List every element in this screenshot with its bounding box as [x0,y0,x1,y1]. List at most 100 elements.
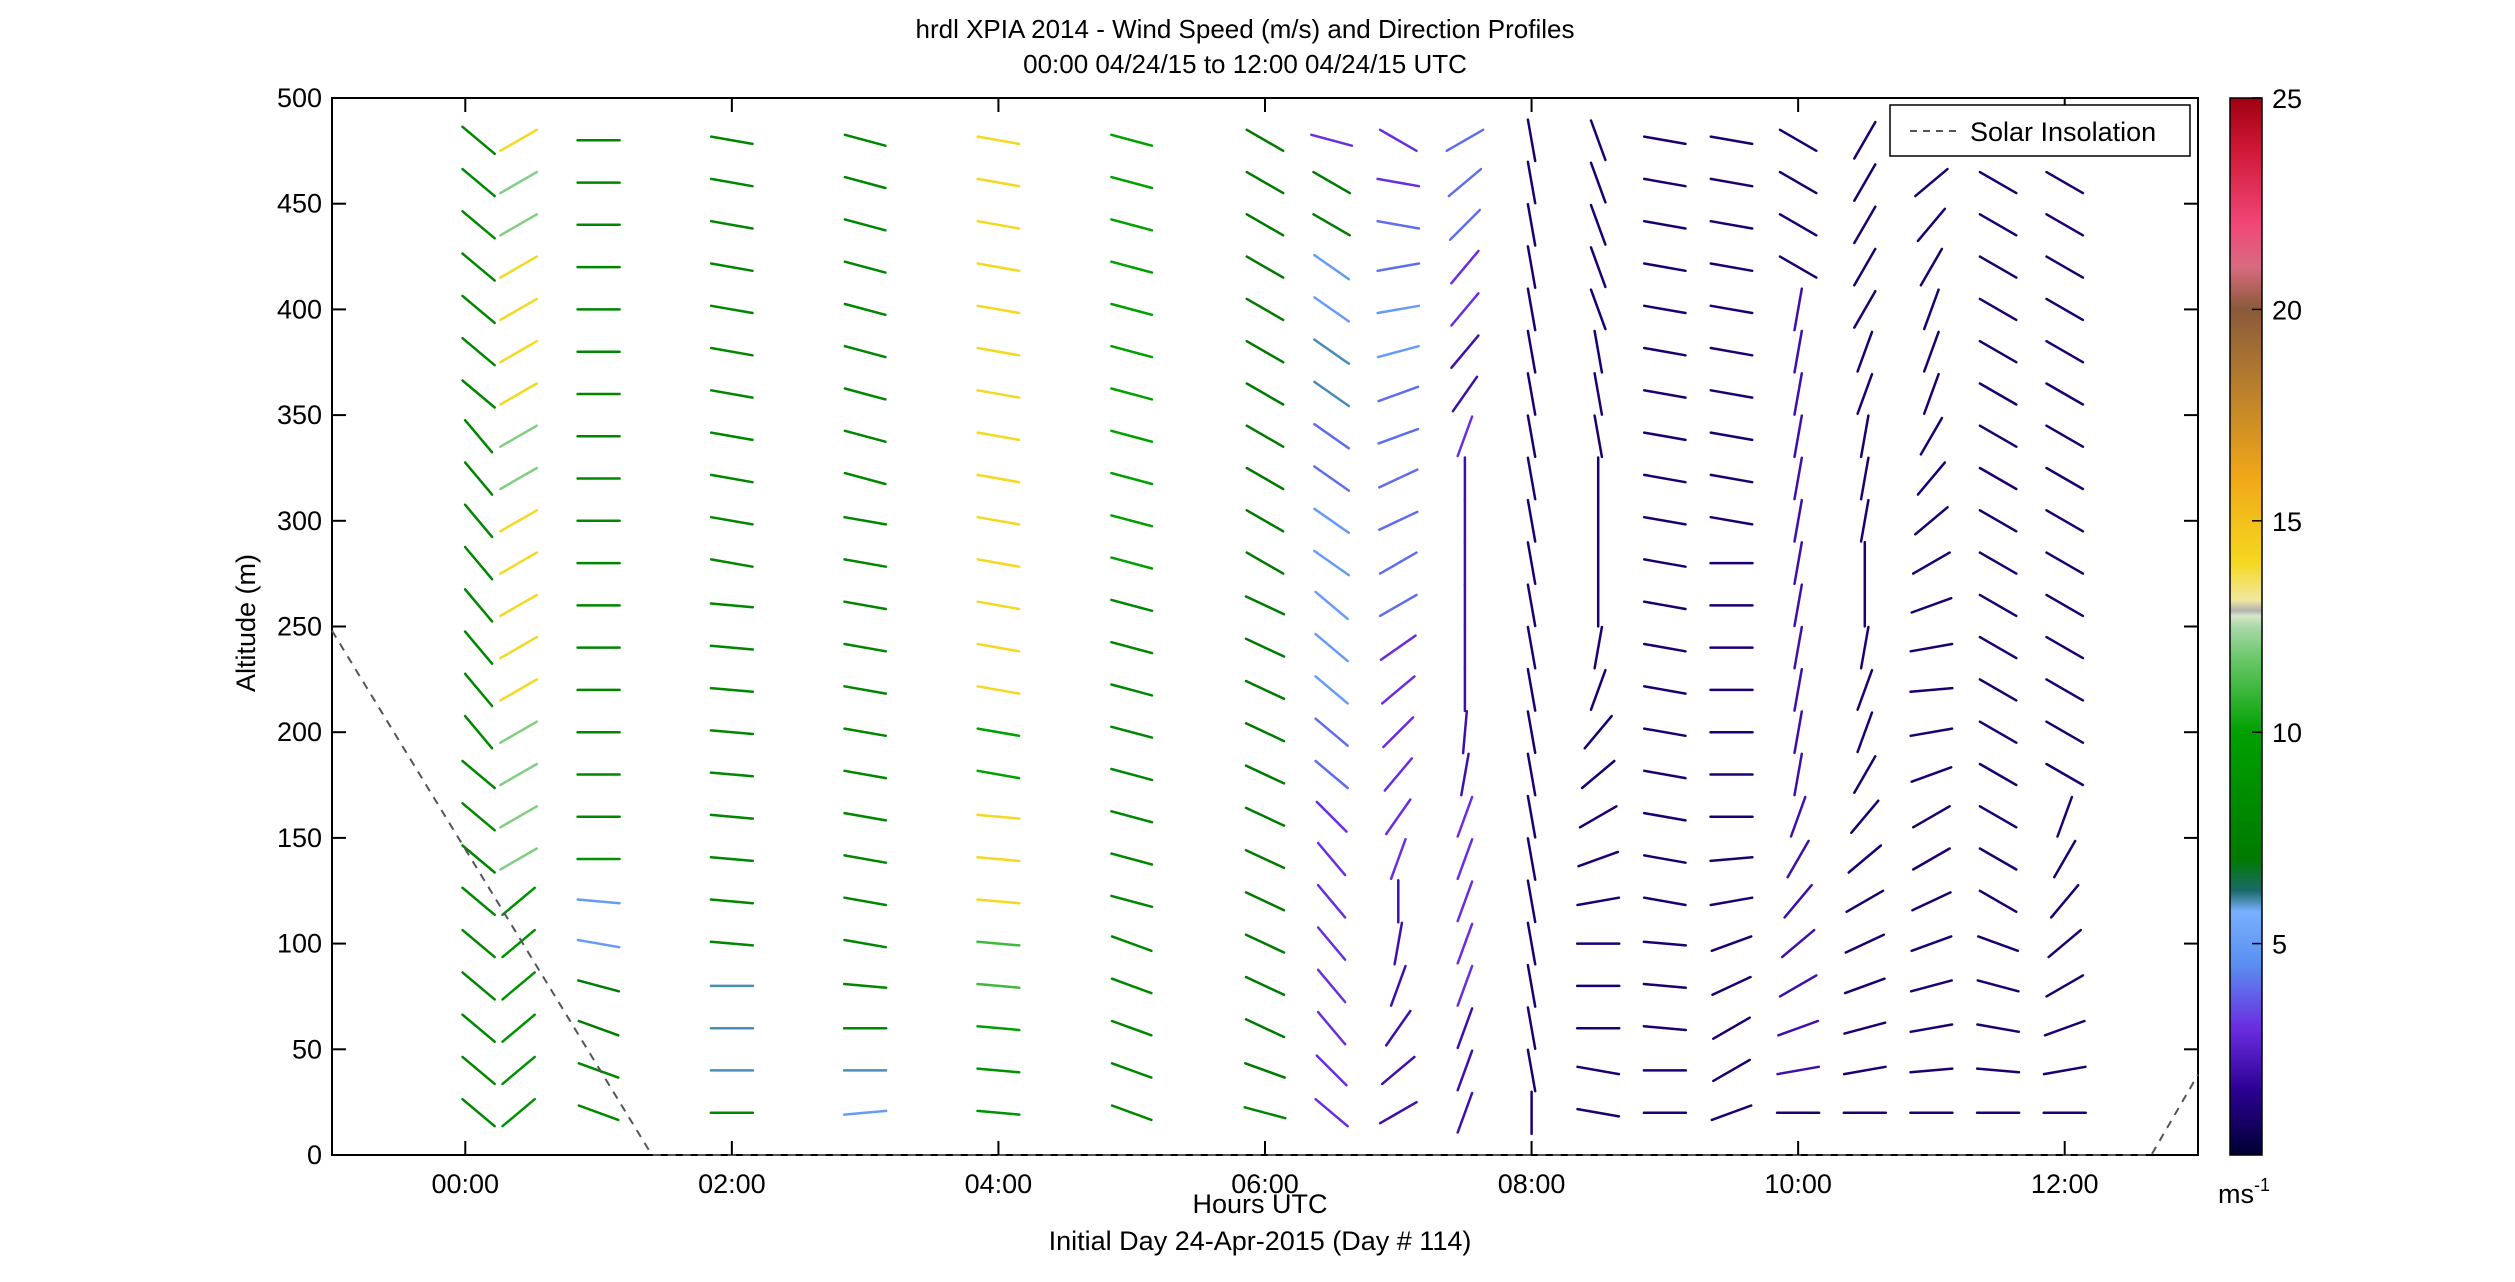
wind-vector [577,1019,620,1037]
y-tick-label: 350 [277,400,322,430]
wind-vector [709,389,754,399]
wind-vector [1526,710,1537,755]
wind-vector [1378,593,1418,618]
chart-title: hrdl XPIA 2014 - Wind Speed (m/s) and Di… [916,14,1575,44]
wind-vector [501,928,536,959]
wind-vector [1978,593,2018,618]
wind-vector [1709,896,1754,907]
y-axis-label: Altitude (m) [231,554,261,692]
wind-vector [1978,339,2018,364]
wind-vector [1245,382,1285,406]
wind-vector [1526,372,1537,416]
wind-vector [1445,128,1485,153]
wind-vector [499,170,539,195]
wind-vector [1313,507,1351,535]
wind-vector [1859,456,1870,501]
wind-vector [843,133,887,147]
wind-vector [1850,799,1880,835]
wind-vector [1526,329,1537,374]
wind-vector [499,551,539,575]
wind-vector [1919,247,1944,287]
wind-vector [1910,766,1953,783]
wind-vector [1709,177,1754,188]
wind-vector [976,685,1021,695]
wind-vector [842,1109,888,1116]
wind-vector [1911,805,1951,829]
wind-vector [1110,429,1154,443]
wind-vector [1642,515,1687,526]
wind-vector [1709,304,1754,315]
y-tick-label: 150 [277,823,322,853]
wind-vector [499,805,539,829]
wind-vector [1376,344,1420,359]
wind-vector [1110,1062,1153,1079]
wind-vector [1919,416,1944,456]
wind-vector [1593,372,1604,416]
wind-vector [709,515,754,526]
wind-vector [1378,128,1418,153]
wind-vector [1244,679,1286,701]
wind-vector [1709,219,1754,230]
wind-vector [501,1055,536,1086]
wind-vector [463,588,494,623]
wind-vector [1578,805,1618,829]
wind-vector [1709,389,1754,399]
wind-vector [1110,977,1153,995]
wind-vector [842,982,888,989]
wind-vector [1245,551,1285,575]
wind-vector [1777,1019,1820,1037]
wind-vector [1526,794,1537,839]
wind-vector [499,847,539,871]
wind-vector [1911,891,1952,912]
colorbar-unit: ms-1 [2218,1175,2270,1209]
wind-vector [1244,595,1286,616]
wind-vector [1642,769,1687,780]
wind-vector [1922,372,1940,415]
wind-vector [1245,466,1285,491]
wind-vector [461,928,496,959]
colorbar-tick-label: 10 [2272,718,2302,748]
wind-vector [461,252,496,282]
wind-vector [843,642,888,653]
colorbar-tick-label: 20 [2272,295,2302,325]
wind-vector [843,727,888,738]
wind-vector [461,1055,496,1086]
colorbar: 5 10 15 20 25 ms-1 [2218,84,2302,1209]
wind-vector [1589,119,1607,162]
wind-vector [501,886,536,917]
wind-vector [1642,600,1687,611]
wind-vector [709,177,754,188]
wind-vector [1313,296,1351,323]
wind-vector [1378,1100,1418,1125]
wind-vector [843,471,887,486]
wind-vector [1916,461,1947,496]
x-tick-label: 08:00 [1498,1169,1566,1199]
wind-vector [1853,120,1877,160]
wind-vector [1642,262,1687,273]
wind-vector [577,979,621,993]
wind-vector [1456,795,1474,838]
colorbar-tick-label: 25 [2272,84,2302,114]
wind-vector [1914,167,1949,198]
wind-vector [1642,854,1687,864]
wind-vector [976,1067,1021,1074]
wind-vector [1778,974,1818,998]
chart-subtitle: 00:00 04/24/15 to 12:00 04/24/15 UTC [1023,49,1467,79]
wind-vector [1526,752,1537,797]
wind-vector [1793,287,1804,332]
wind-vector [1244,891,1286,912]
wind-vector [1526,541,1537,586]
wind-vector [499,593,539,618]
wind-vector [1793,667,1804,712]
wind-vector [1580,759,1616,790]
wind-vector [1456,964,1474,1007]
wind-vector [709,473,754,484]
wind-vector [1786,839,1810,879]
wind-vector [843,685,888,695]
wind-vector [1376,177,1421,188]
solar-insolation-line [331,630,2199,1156]
wind-vector [1593,414,1604,459]
wind-vector [1383,757,1414,792]
wind-vector [1244,722,1286,743]
wind-vector [1642,431,1687,442]
